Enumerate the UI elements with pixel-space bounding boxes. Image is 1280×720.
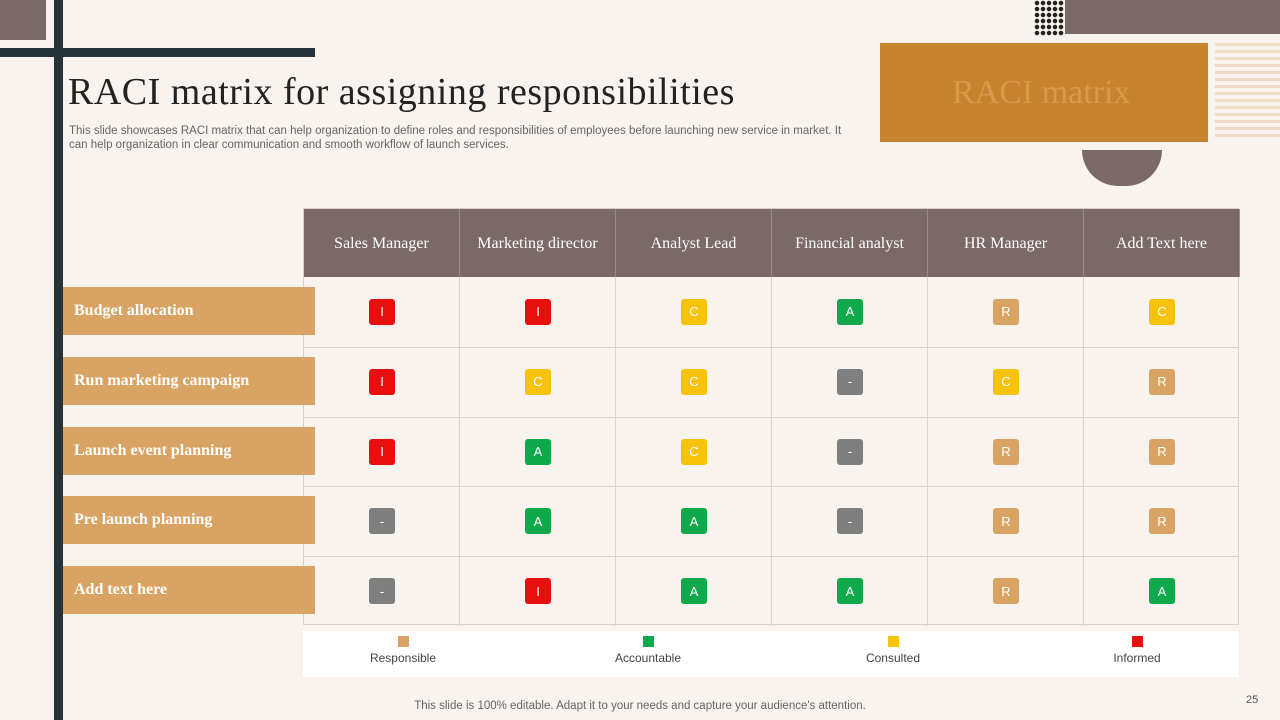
raci-cell: - (369, 578, 395, 605)
legend-label: Informed (1113, 651, 1161, 665)
raci-cell: I (525, 578, 551, 605)
column-divider (459, 277, 460, 626)
decor-vertical-bar (54, 0, 63, 720)
raci-cell: R (1149, 368, 1175, 395)
raci-cell: C (993, 368, 1019, 395)
raci-cell: R (1149, 438, 1175, 465)
decor-stripes (1215, 43, 1280, 140)
raci-cell: A (837, 298, 863, 325)
column-divider (1083, 277, 1084, 626)
column-divider (927, 277, 928, 626)
legend-label: Accountable (614, 651, 682, 665)
raci-cell: R (1149, 508, 1175, 535)
column-header: Marketing director (460, 209, 616, 277)
row-label: Budget allocation (63, 287, 315, 335)
raci-cell: R (993, 578, 1019, 605)
legend-swatch (397, 636, 409, 647)
column-divider (771, 277, 772, 626)
row-label: Run marketing campaign (63, 356, 315, 405)
raci-cell: A (525, 438, 551, 465)
raci-cell: C (525, 368, 551, 395)
legend-swatch (642, 636, 654, 647)
legend-item: Accountable (548, 631, 748, 665)
raci-cell: - (837, 368, 863, 395)
raci-cell: A (525, 508, 551, 535)
legend: Responsible Accountable Consulted Informed (303, 631, 1239, 677)
row-label: Launch event planning (63, 426, 315, 475)
raci-badge-text: RACI matrix (952, 74, 1131, 111)
decor-top-bar (1065, 0, 1280, 34)
raci-cell: C (681, 368, 707, 395)
footer-note: This slide is 100% editable. Adapt it to… (414, 700, 866, 712)
raci-cell: I (369, 438, 395, 465)
raci-cell: R (993, 438, 1019, 465)
decor-square-top-left (0, 0, 46, 40)
raci-cell: R (993, 298, 1019, 325)
legend-label: Responsible (369, 651, 437, 665)
raci-cell: - (369, 508, 395, 535)
legend-swatch (887, 636, 899, 647)
column-header: Analyst Lead (616, 209, 772, 277)
decor-dot-pattern (1034, 0, 1064, 36)
column-header: Sales Manager (304, 209, 460, 277)
row-label: Pre launch planning (63, 496, 315, 545)
row-divider (304, 346, 1238, 348)
column-header: Add Text here (1084, 209, 1240, 277)
row-divider (304, 416, 1238, 418)
legend-label: Consulted (865, 651, 921, 665)
raci-cell: A (681, 508, 707, 535)
decor-horizontal-bar (0, 48, 315, 57)
raci-cell: - (837, 508, 863, 535)
column-divider (615, 277, 616, 626)
column-header: HR Manager (928, 209, 1084, 277)
column-header: Financial analyst (772, 209, 928, 277)
raci-cell: C (681, 438, 707, 465)
raci-cell: R (993, 508, 1019, 535)
raci-cell: I (369, 368, 395, 395)
raci-cell: A (837, 578, 863, 605)
raci-cell: A (1149, 578, 1175, 605)
raci-table: Sales Manager Marketing director Analyst L… (303, 208, 1240, 626)
raci-cell: - (837, 438, 863, 465)
legend-item: Responsible (303, 631, 503, 665)
page-subtitle: This slide showcases RACI matrix that ca… (69, 125, 842, 151)
row-label: Add text here (63, 566, 315, 615)
raci-cell: A (681, 578, 707, 605)
raci-cell: I (525, 298, 551, 325)
page-number: 25 (1246, 694, 1259, 706)
legend-swatch (1131, 636, 1143, 647)
raci-badge: RACI matrix (880, 43, 1208, 142)
legend-item: Informed (1037, 631, 1237, 665)
raci-cell: I (369, 298, 395, 325)
decor-half-circle (1082, 150, 1162, 186)
row-divider (304, 556, 1238, 558)
raci-cell: C (681, 298, 707, 325)
row-divider (304, 486, 1238, 488)
legend-item: Consulted (793, 631, 993, 665)
raci-cell: C (1149, 298, 1175, 325)
page-title: RACI matrix for assigning responsibiliti… (68, 71, 735, 113)
